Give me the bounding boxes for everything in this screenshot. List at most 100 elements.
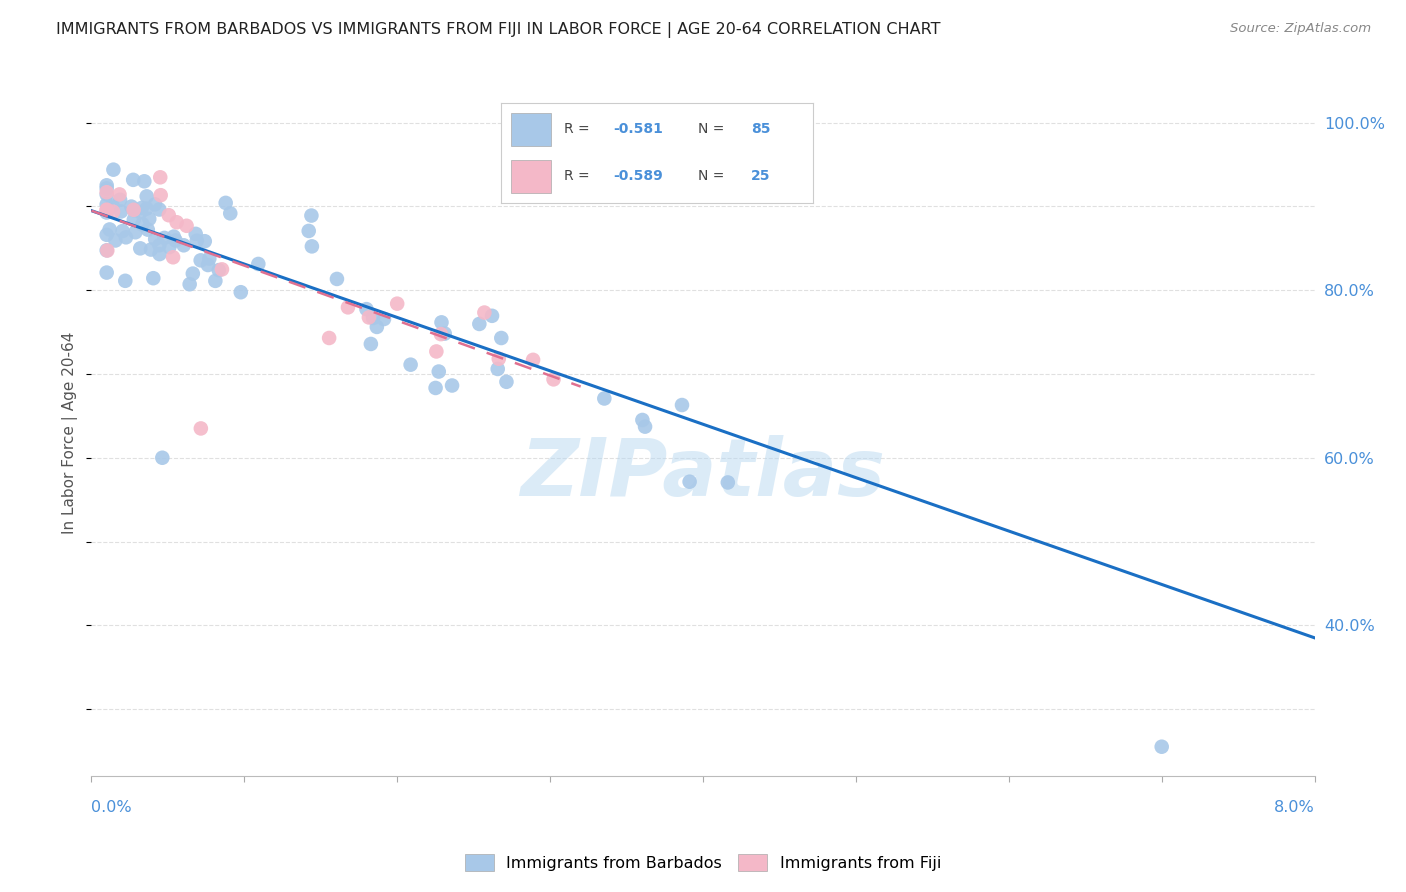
Point (208, 263, 231, 277)
Point (129, 241, 152, 255)
Point (114, 274, 136, 288)
Point (108, 187, 131, 202)
Point (481, 309, 503, 323)
Point (96, 266, 118, 280)
Point (131, 201, 153, 215)
Point (399, 358, 422, 372)
Point (671, 398, 693, 412)
Point (495, 375, 517, 389)
Point (162, 250, 184, 264)
Point (543, 372, 565, 386)
Legend: Immigrants from Barbados, Immigrants from Fiji: Immigrants from Barbados, Immigrants fro… (457, 846, 949, 880)
Point (103, 162, 125, 177)
Point (198, 252, 221, 266)
Text: ZIPatlas: ZIPatlas (520, 434, 886, 513)
Point (301, 239, 323, 253)
Point (361, 310, 384, 325)
Point (110, 204, 132, 219)
Point (425, 344, 447, 359)
Point (101, 198, 124, 212)
Point (184, 227, 207, 241)
Point (153, 231, 176, 245)
Point (135, 189, 157, 203)
Point (385, 296, 409, 310)
Y-axis label: In Labor Force | Age 20-64: In Labor Force | Age 20-64 (62, 332, 79, 533)
Point (166, 215, 188, 229)
Point (522, 352, 544, 367)
Point (318, 331, 340, 345)
Point (356, 302, 378, 317)
Point (593, 392, 616, 406)
Point (120, 200, 142, 214)
Point (190, 421, 212, 435)
Point (96, 205, 118, 219)
Point (96, 187, 118, 202)
Point (149, 188, 172, 202)
Point (129, 205, 152, 219)
Point (111, 224, 134, 238)
Point (176, 219, 198, 233)
Point (204, 274, 226, 288)
Point (486, 362, 509, 376)
Point (427, 365, 450, 379)
Point (122, 202, 145, 217)
Point (194, 234, 217, 248)
Point (96, 203, 118, 218)
Point (181, 267, 204, 281)
Point (148, 247, 170, 261)
Text: Source: ZipAtlas.com: Source: ZipAtlas.com (1230, 22, 1371, 36)
Point (104, 234, 127, 248)
Point (299, 209, 322, 223)
Point (143, 197, 166, 211)
Point (149, 170, 172, 185)
Point (298, 224, 321, 238)
Point (717, 475, 740, 490)
Point (131, 217, 153, 231)
Point (122, 212, 145, 227)
Point (215, 195, 238, 210)
Point (148, 238, 170, 252)
Point (468, 317, 491, 331)
Point (488, 351, 510, 366)
Point (150, 450, 173, 465)
Point (101, 204, 124, 219)
Point (163, 229, 186, 244)
Point (190, 253, 212, 268)
Point (143, 232, 166, 246)
Point (134, 174, 156, 188)
Point (634, 419, 657, 434)
Point (157, 240, 180, 254)
Point (373, 312, 395, 326)
Point (1150, 739, 1173, 754)
Text: 0.0%: 0.0% (91, 800, 132, 814)
Point (197, 258, 219, 272)
Point (173, 238, 195, 252)
Text: IMMIGRANTS FROM BARBADOS VS IMMIGRANTS FROM FIJI IN LABOR FORCE | AGE 20-64 CORR: IMMIGRANTS FROM BARBADOS VS IMMIGRANTS F… (56, 22, 941, 38)
Point (135, 202, 157, 216)
Point (425, 381, 447, 395)
Point (165, 234, 187, 248)
Point (138, 211, 160, 226)
Point (360, 337, 382, 351)
Point (96, 178, 118, 193)
Point (336, 301, 359, 315)
Point (433, 326, 456, 341)
Point (366, 320, 388, 334)
Point (678, 475, 700, 489)
Point (139, 243, 162, 257)
Text: 8.0%: 8.0% (1274, 800, 1315, 814)
Point (122, 203, 145, 218)
Point (186, 234, 208, 248)
Point (179, 277, 201, 292)
Point (491, 331, 513, 345)
Point (157, 208, 180, 222)
Point (108, 193, 131, 207)
Point (136, 222, 159, 236)
Point (142, 271, 165, 285)
Point (96, 244, 118, 258)
Point (124, 225, 146, 239)
Point (96, 227, 118, 242)
Point (631, 413, 654, 427)
Point (326, 272, 349, 286)
Point (229, 285, 252, 300)
